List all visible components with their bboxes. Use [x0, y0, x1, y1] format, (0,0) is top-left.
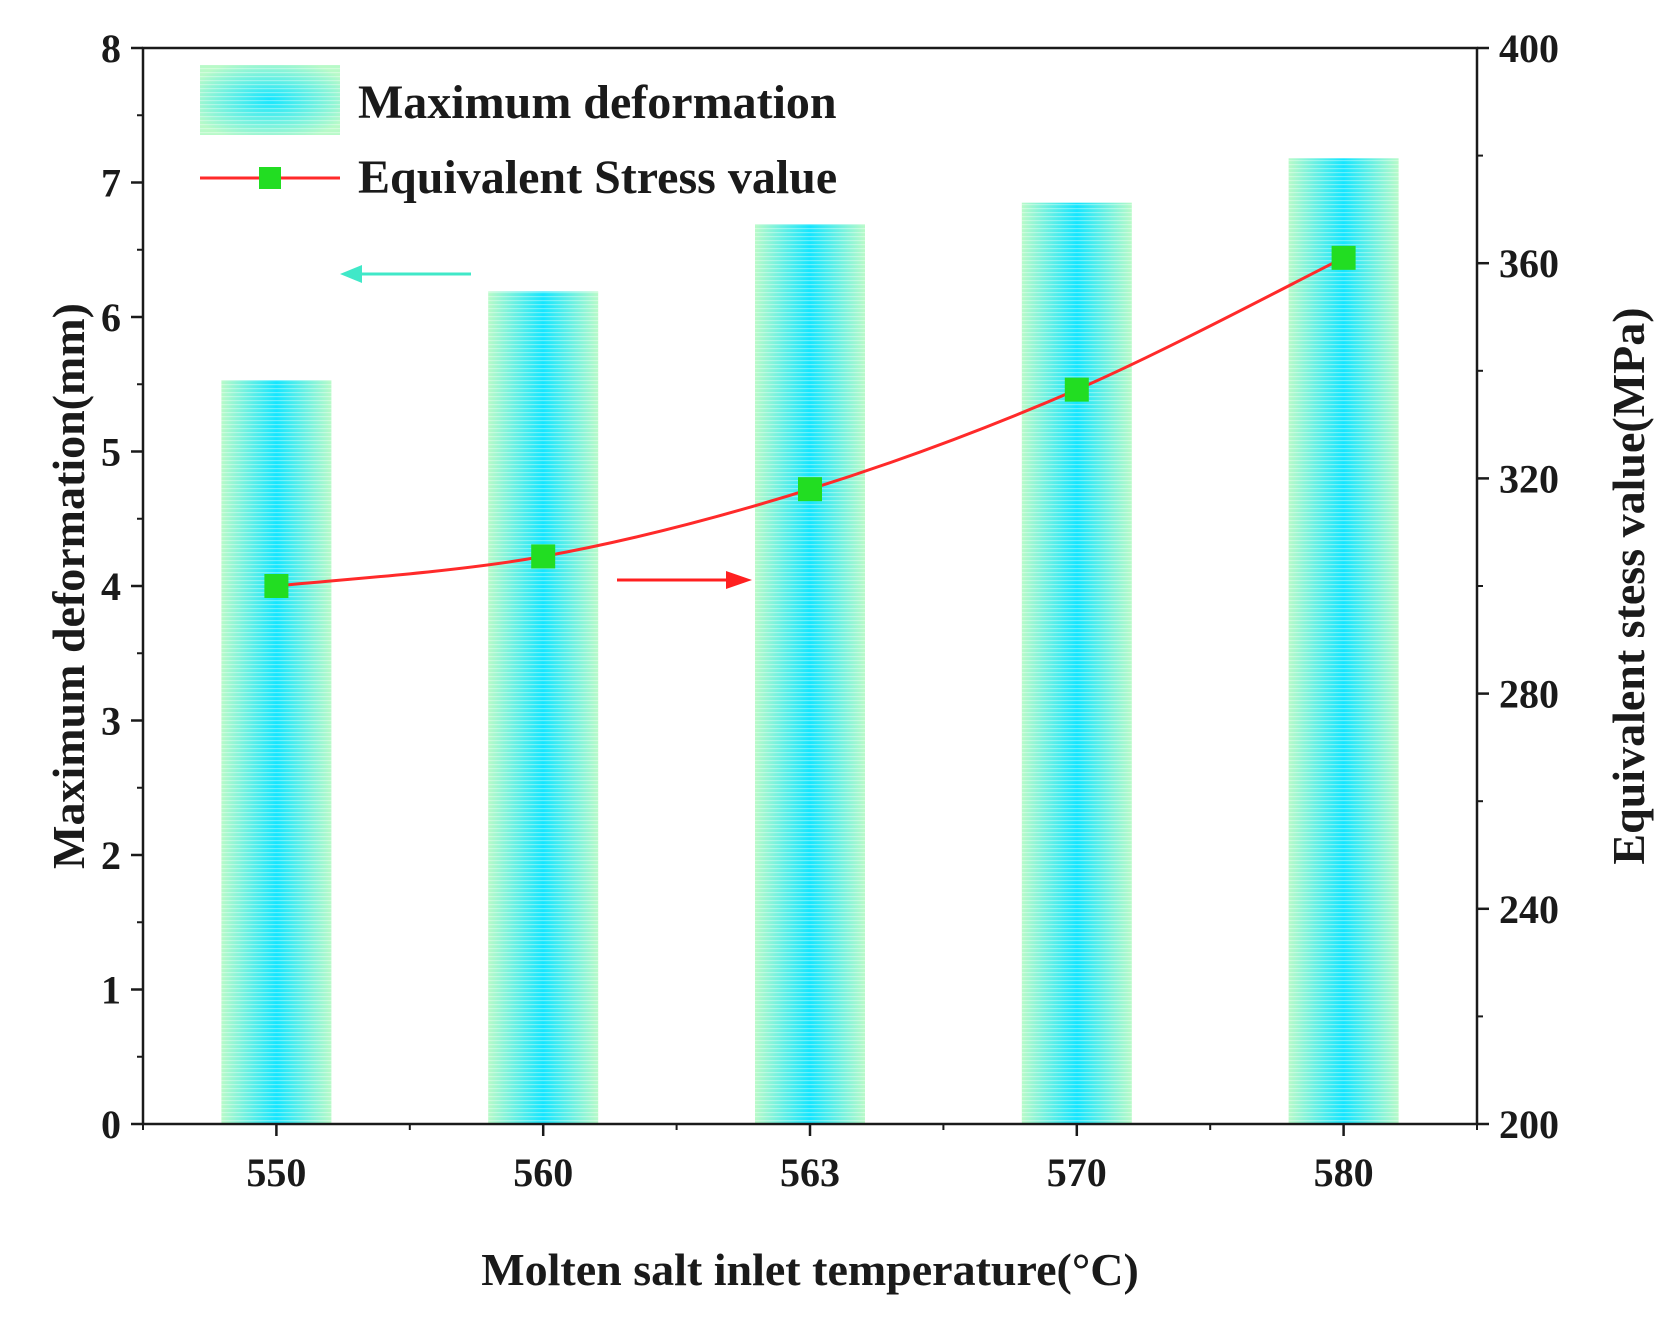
- y-left-tick-label: 2: [101, 833, 121, 878]
- x-tick-label: 560: [513, 1150, 573, 1195]
- y-right-tick-label: 400: [1499, 26, 1559, 71]
- y-right-tick-label: 200: [1499, 1102, 1559, 1147]
- right-axis-arrowhead: [726, 571, 752, 589]
- y-right-tick-label: 320: [1499, 456, 1559, 501]
- y-left-tick-label: 7: [101, 161, 121, 206]
- x-axis-title: Molten salt inlet temperature(°C): [481, 1244, 1139, 1295]
- legend-swatch-bar-stripes: [200, 65, 340, 135]
- line-layer: [264, 245, 1356, 598]
- x-tick-label: 563: [780, 1150, 840, 1195]
- y-axis-left-title: Maximum deformation(mm): [43, 303, 94, 869]
- y-left-tick-label: 4: [101, 564, 121, 609]
- legend-label-bar: Maximum deformation: [358, 76, 837, 129]
- bar-stripes-563: [755, 224, 865, 1124]
- bar-stripes-560: [488, 291, 599, 1124]
- y-axis-right-title: Equivalent stess value(MPa): [1603, 307, 1654, 864]
- y-right-tick-label: 280: [1499, 672, 1559, 717]
- bar-stripes-550: [221, 380, 332, 1125]
- stress-point-550: [264, 574, 289, 598]
- stress-point-570: [1064, 377, 1089, 402]
- bar-stripes-580: [1288, 158, 1399, 1125]
- stress-point-560: [531, 544, 556, 569]
- axes-layer: 0 1 2 3 4 5 6 7 8 200 240 280 320 360 400 550 560 563 570 5…: [101, 26, 1559, 1195]
- legend: Maximum deformation Equivalent Stress va…: [200, 65, 837, 204]
- y-left-tick-label: 1: [101, 968, 121, 1013]
- x-tick-label: 580: [1314, 1150, 1374, 1195]
- legend-label-line: Equivalent Stress value: [358, 151, 837, 204]
- bars-layer: [221, 158, 1399, 1125]
- y-right-tick-label: 360: [1499, 241, 1559, 286]
- y-left-tick-label: 5: [101, 430, 121, 475]
- bar-stripes-570: [1021, 202, 1132, 1125]
- x-tick-label: 550: [246, 1150, 306, 1195]
- y-right-tick-label: 240: [1499, 887, 1559, 932]
- stress-point-580: [1331, 245, 1356, 270]
- y-left-tick-label: 0: [101, 1102, 121, 1147]
- y-left-tick-label: 8: [101, 26, 121, 71]
- y-left-tick-label: 6: [101, 295, 121, 340]
- stress-point-563: [798, 477, 822, 502]
- y-left-tick-label: 3: [101, 699, 121, 744]
- x-tick-label: 570: [1047, 1150, 1107, 1195]
- left-axis-arrowhead: [340, 265, 362, 283]
- axis-indicator-arrows: [340, 265, 752, 589]
- legend-swatch-marker: [259, 167, 281, 189]
